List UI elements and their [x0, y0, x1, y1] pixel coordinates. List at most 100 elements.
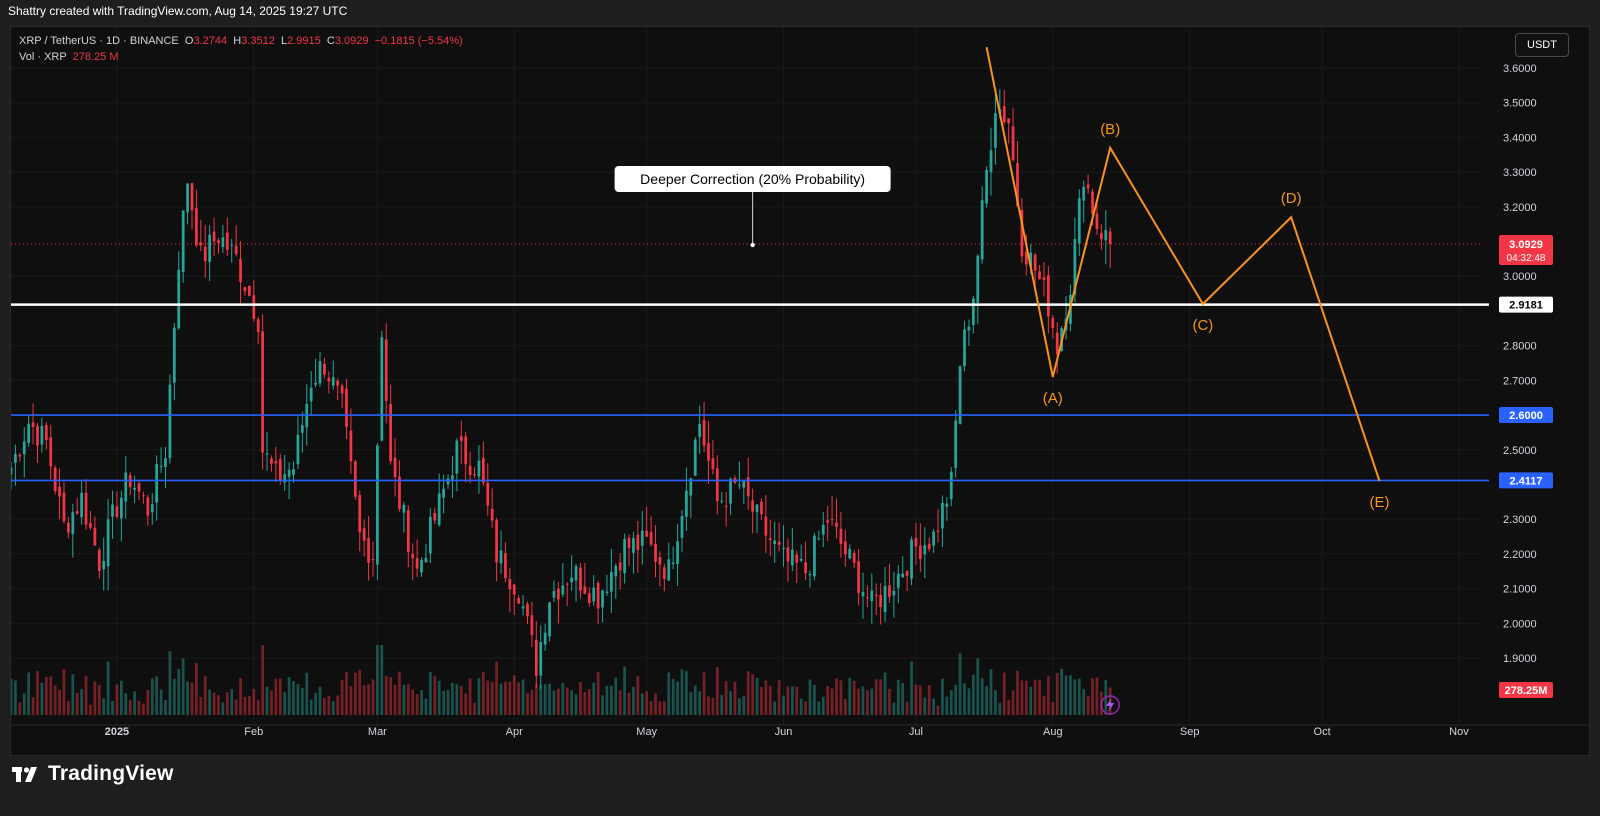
- candle-body: [879, 594, 883, 608]
- candle-body: [402, 504, 406, 513]
- candle-body: [345, 388, 348, 427]
- volume-bar: [18, 702, 22, 715]
- volume-bars: [11, 645, 1112, 715]
- candle-body: [976, 255, 980, 303]
- symbol-title[interactable]: XRP / TetherUS · 1D · BINANCE: [19, 35, 179, 47]
- volume-bar: [729, 691, 732, 715]
- volume-bar: [477, 678, 481, 715]
- candle-body: [415, 558, 419, 569]
- candle-body: [636, 534, 640, 550]
- volume-bar: [353, 672, 357, 715]
- volume-bar: [799, 698, 803, 715]
- volume-bar: [702, 672, 706, 715]
- volume-bar: [888, 688, 891, 715]
- volume-bar: [821, 696, 825, 715]
- candle-body: [1073, 239, 1077, 295]
- candle-body: [539, 641, 543, 676]
- volume-bar: [384, 675, 388, 715]
- annotation-text: Deeper Correction (20% Probability): [640, 171, 865, 187]
- candle-body: [579, 567, 582, 591]
- price-chart[interactable]: 2.9181 2.6000 2.4117 3.6000 3.5000 3.4000 3.30…: [11, 27, 1589, 755]
- candle-body: [919, 545, 922, 559]
- candle-body: [429, 516, 432, 554]
- volume-bar: [1055, 672, 1059, 715]
- volume-bar: [490, 681, 494, 715]
- price-tick-label: 3.2000: [1503, 202, 1537, 214]
- candle-body: [755, 504, 759, 513]
- candle-body: [773, 540, 777, 545]
- volume-bar: [1060, 668, 1063, 715]
- level-tag-2.4117: [1499, 472, 1553, 489]
- candle-body: [927, 543, 931, 550]
- volume-bar: [583, 691, 587, 715]
- volume-bar: [1077, 678, 1081, 715]
- candle-body: [777, 541, 781, 545]
- candle-body: [1002, 106, 1006, 123]
- price-tick-label: 3.6000: [1503, 63, 1537, 75]
- candle-body: [676, 541, 679, 564]
- candle-body: [1077, 198, 1081, 244]
- volume-bar: [777, 680, 781, 715]
- candle-body: [53, 467, 57, 492]
- candle-body: [954, 420, 958, 468]
- volume-bar: [755, 678, 759, 715]
- volume-bar: [985, 686, 988, 715]
- candle-body: [530, 615, 534, 636]
- volume-bar: [852, 680, 856, 715]
- price-axis: 3.6000 3.5000 3.4000 3.3000 3.2000 3.0000 2.80…: [1503, 63, 1537, 665]
- volume-bar: [945, 696, 949, 715]
- candle-body: [596, 583, 600, 609]
- candle-body: [618, 562, 622, 571]
- high-label: H: [233, 35, 242, 47]
- candle-body: [680, 515, 684, 538]
- volume-bar: [119, 680, 123, 715]
- last-price-label: 3.0929: [1509, 239, 1543, 251]
- price-tick-label: 2.8000: [1503, 341, 1537, 353]
- currency-button[interactable]: USDT: [1515, 33, 1569, 57]
- candle-body: [323, 363, 326, 375]
- volume-label[interactable]: Vol · XRP: [19, 51, 67, 63]
- volume-bar: [111, 700, 114, 715]
- volume-bar: [292, 681, 295, 715]
- price-tick-label: 2.7000: [1503, 375, 1537, 387]
- volume-bar: [411, 689, 415, 715]
- volume-bar: [707, 696, 710, 715]
- volume-bar: [40, 682, 44, 715]
- candle-body: [389, 404, 393, 462]
- volume-bar: [976, 658, 980, 715]
- candle-body: [424, 558, 428, 563]
- level-tag-2.9181: [1499, 296, 1553, 313]
- candle-body: [742, 480, 746, 488]
- candle-body: [583, 586, 587, 594]
- level-label-2.9181: 2.9181: [1509, 300, 1543, 312]
- candle-body: [398, 476, 401, 510]
- volume-bar: [839, 680, 843, 715]
- candle-body: [468, 465, 472, 476]
- volume-bar: [733, 681, 737, 715]
- candle-body: [115, 506, 119, 518]
- volume-bar: [680, 669, 684, 715]
- volume-bar: [980, 678, 984, 715]
- volume-bar: [11, 678, 13, 715]
- annotation-anchor: [750, 242, 755, 248]
- candle-body: [252, 295, 256, 319]
- candle-body: [760, 501, 763, 515]
- volume-bar: [949, 690, 953, 715]
- candle-body: [212, 231, 216, 242]
- volume-bar: [243, 696, 247, 715]
- candles: [11, 89, 1112, 689]
- volume-bar: [97, 685, 101, 715]
- volume-bar: [44, 676, 48, 715]
- tradingview-logo-icon: [12, 767, 37, 782]
- volume-bar: [795, 686, 799, 715]
- candle-body: [31, 422, 35, 428]
- candle-body: [795, 554, 799, 563]
- volume-bar: [71, 674, 75, 715]
- chart-panel[interactable]: 2.9181 2.6000 2.4117 3.6000 3.5000 3.4000 3.30…: [10, 26, 1590, 756]
- volume-bar: [866, 690, 869, 715]
- candle-body: [1051, 317, 1055, 328]
- tradingview-logo[interactable]: TradingView: [12, 762, 174, 786]
- volume-bar: [574, 694, 578, 715]
- volume-bar: [393, 684, 397, 715]
- candle-body: [133, 487, 136, 490]
